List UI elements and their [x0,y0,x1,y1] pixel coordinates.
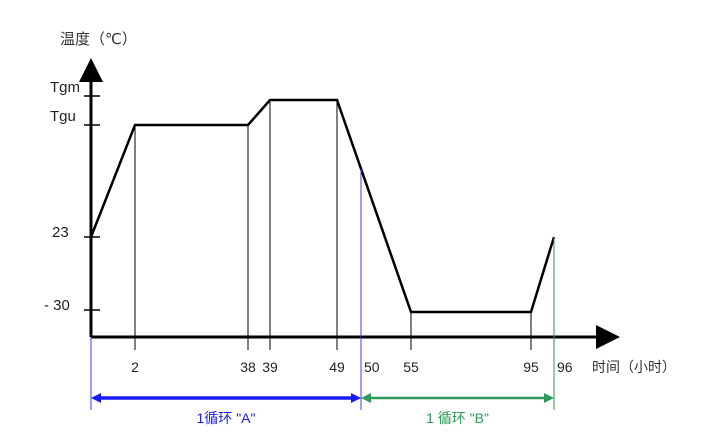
x-tick-label: 50 [364,359,380,375]
x-axis-label: 时间（小时） [592,359,676,375]
y-tick-label: - 30 [44,297,70,314]
x-tick-label: 96 [557,359,573,375]
x-tick-label: 2 [131,359,139,375]
x-tick-label: 49 [329,359,345,375]
x-tick-label: 38 [240,359,256,375]
arrow-left-icon [361,393,371,403]
y-tick-label: Tgu [50,108,76,125]
arrow-right-icon [351,393,361,403]
y-tick-label: 23 [52,224,69,241]
x-tick-label: 95 [523,359,539,375]
cycle-label: 1循环 "A" [197,410,256,426]
arrow-left-icon [91,393,101,403]
arrow-right-icon [544,393,554,403]
temperature-curve [89,98,556,314]
x-tick-label: 55 [403,359,419,375]
y-tick-label: Tgm [50,79,80,96]
cycle-label: 1 循环 "B" [426,410,489,426]
y-axis-label: 温度（℃） [60,31,137,48]
x-tick-label: 39 [262,359,278,375]
